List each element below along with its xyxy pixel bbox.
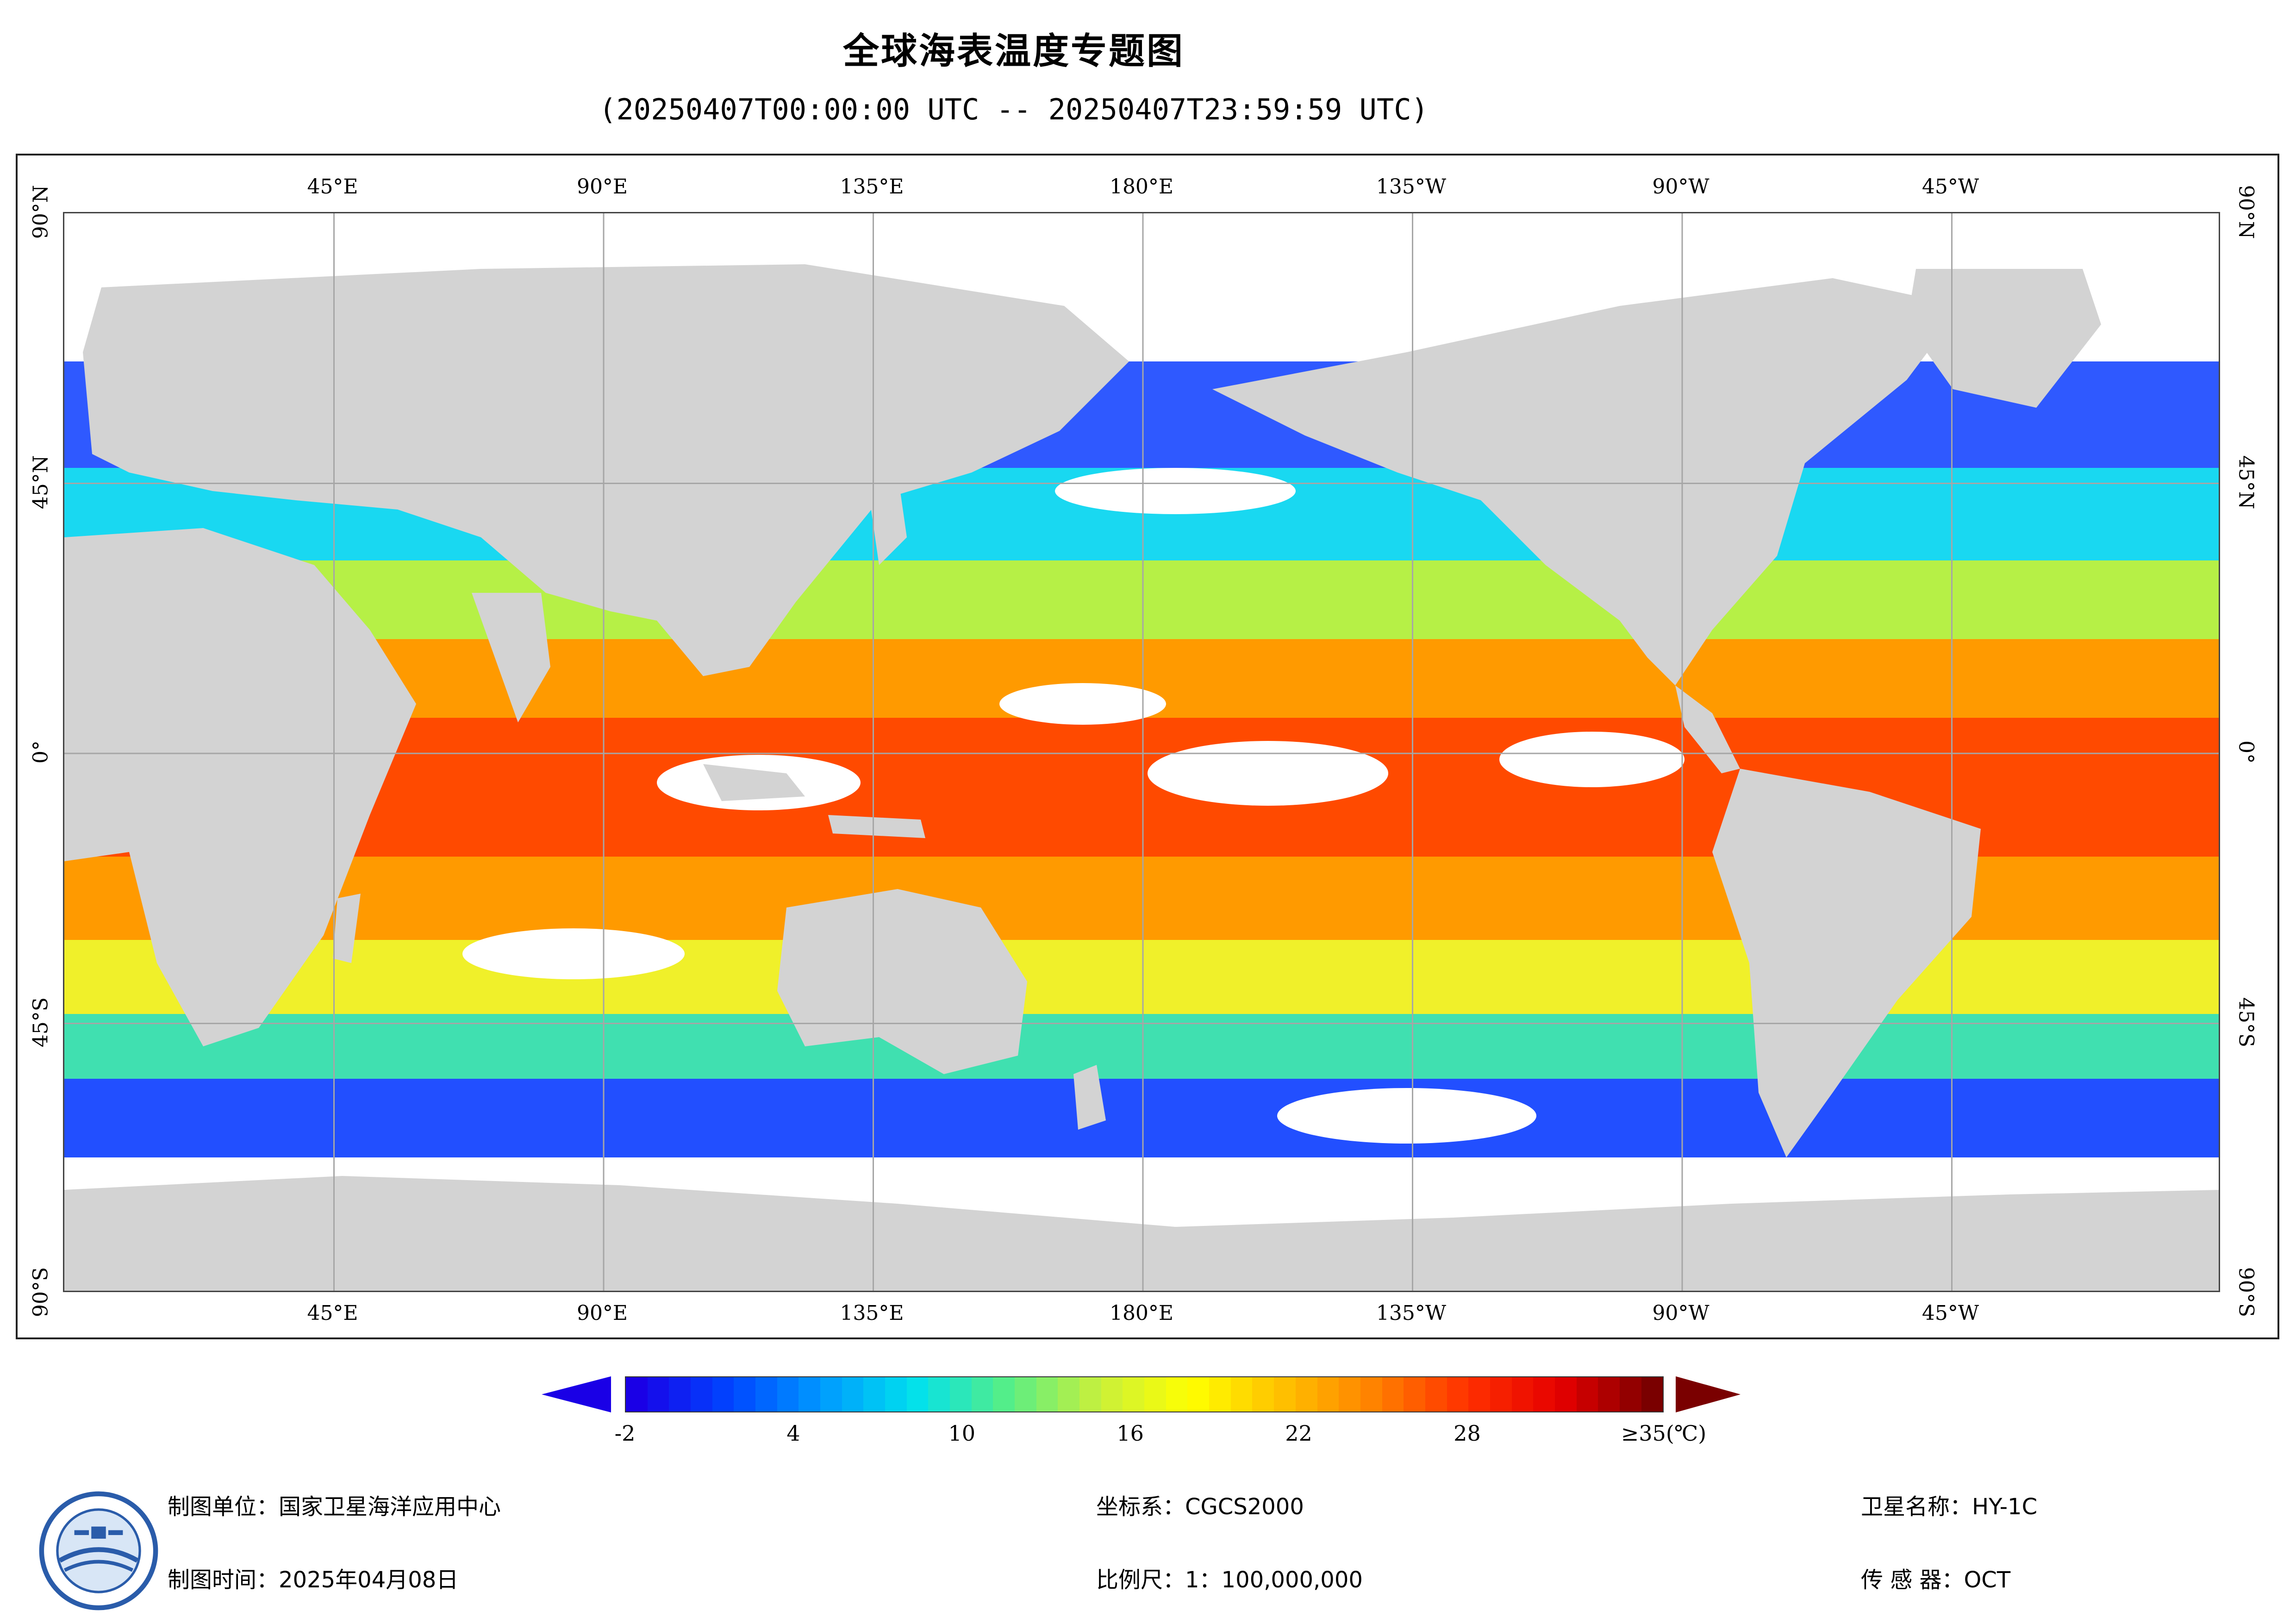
colorbar-cell (1404, 1377, 1425, 1412)
map-area[interactable] (63, 212, 2220, 1292)
colorbar-cell (928, 1377, 950, 1412)
colorbar-cell (647, 1377, 669, 1412)
colorbar-cell (1274, 1377, 1296, 1412)
colorbar-cell (755, 1377, 777, 1412)
colorbar-cell (712, 1377, 734, 1412)
colorbar-cell (1554, 1377, 1577, 1412)
graticule (64, 213, 2219, 1291)
longitude-label-bottom: 180°E (1109, 1301, 1174, 1325)
colorbar-high-arrow (1676, 1376, 1741, 1412)
satellite-name: 卫星名称：HY-1C (1861, 1494, 2038, 1520)
colorbar-tick-label: -2 (614, 1421, 636, 1446)
colorbar-cell (1317, 1377, 1339, 1412)
colorbar-cell (691, 1377, 712, 1412)
colorbar-cell (820, 1377, 842, 1412)
longitude-label-bottom: 90°E (576, 1301, 628, 1325)
longitude-label-top: 90°E (576, 175, 628, 199)
longitude-label-bottom: 45°W (1922, 1301, 1979, 1325)
colorbar-cell (993, 1377, 1015, 1412)
colorbar-cell (1425, 1377, 1447, 1412)
colorbar-cell (1641, 1377, 1663, 1412)
sensor-name: 传 感 器：OCT (1861, 1567, 2011, 1593)
colorbar-cell (1360, 1377, 1382, 1412)
colorbar-cell (1252, 1377, 1274, 1412)
longitude-label-top: 135°E (840, 175, 904, 199)
colorbar-cell (626, 1377, 648, 1412)
colorbar-cell (669, 1377, 691, 1412)
colorbar (625, 1376, 1664, 1412)
latitude-label-left: 90°S (29, 1267, 53, 1318)
colorbar-cell (1533, 1377, 1555, 1412)
colorbar-cell (1295, 1377, 1317, 1412)
colorbar-cell (777, 1377, 799, 1412)
colorbar-tick-label: ≥35(℃) (1621, 1421, 1707, 1446)
colorbar-tick-label: 16 (1117, 1421, 1144, 1446)
longitude-label-top: 135°W (1376, 175, 1447, 199)
colorbar-cell (1166, 1377, 1188, 1412)
latitude-label-right: 0° (2234, 740, 2258, 764)
latitude-label-right: 45°S (2234, 997, 2258, 1047)
longitude-label-bottom: 45°E (307, 1301, 358, 1325)
colorbar-tick-label: 22 (1285, 1421, 1312, 1446)
colorbar-cell (1144, 1377, 1166, 1412)
colorbar-cell (1036, 1377, 1058, 1412)
mapping-unit: 制图单位：国家卫星海洋应用中心 (168, 1494, 501, 1520)
colorbar-cell (1101, 1377, 1123, 1412)
longitude-label-bottom: 135°E (840, 1301, 904, 1325)
latitude-label-left: 45°N (29, 455, 53, 509)
colorbar-tick-label: 4 (786, 1421, 800, 1446)
longitude-label-top: 90°W (1652, 175, 1710, 199)
colorbar-cell (1058, 1377, 1080, 1412)
latitude-label-right: 90°N (2234, 185, 2258, 239)
colorbar-tick-label: 28 (1454, 1421, 1481, 1446)
colorbar-cell (734, 1377, 756, 1412)
longitude-label-top: 180°E (1109, 175, 1174, 199)
coordinate-system: 坐标系：CGCS2000 (1096, 1494, 1304, 1520)
colorbar-cell (950, 1377, 972, 1412)
colorbar-cell (1619, 1377, 1641, 1412)
colorbar-cell (971, 1377, 993, 1412)
longitude-label-top: 45°W (1922, 175, 1979, 199)
colorbar-cell (1598, 1377, 1620, 1412)
colorbar-low-arrow (542, 1376, 611, 1412)
colorbar-cell (1209, 1377, 1231, 1412)
land (64, 264, 2219, 1291)
latitude-label-left: 0° (29, 740, 53, 764)
latitude-label-right: 90°S (2234, 1267, 2258, 1318)
colorbar-cell (799, 1377, 821, 1412)
colorbar-cell (863, 1377, 886, 1412)
map-time-range: (20250407T00:00:00 UTC -- 20250407T23:59… (599, 93, 1429, 126)
colorbar-cell (1339, 1377, 1360, 1412)
longitude-label-top: 45°E (307, 175, 358, 199)
colorbar-cell (1123, 1377, 1145, 1412)
colorbar-cell (885, 1377, 907, 1412)
colorbar-cell (1382, 1377, 1404, 1412)
latitude-label-left: 90°N (29, 185, 53, 239)
colorbar-cell (1230, 1377, 1253, 1412)
colorbar-cell (1490, 1377, 1512, 1412)
map-scale: 比例尺：1：100,000,000 (1096, 1567, 1363, 1593)
latitude-label-left: 45°S (29, 997, 53, 1047)
map-title: 全球海表温度专题图 (842, 31, 1185, 72)
colorbar-cell (1079, 1377, 1101, 1412)
latitude-label-right: 45°N (2234, 455, 2258, 509)
colorbar-cell (1468, 1377, 1490, 1412)
colorbar-cell (1015, 1377, 1036, 1412)
colorbar-cell (1576, 1377, 1598, 1412)
nsoas-logo-icon (39, 1491, 158, 1611)
colorbar-cell (1511, 1377, 1534, 1412)
sst-map (64, 213, 2219, 1291)
colorbar-cell (1187, 1377, 1210, 1412)
longitude-label-bottom: 90°W (1652, 1301, 1710, 1325)
longitude-label-bottom: 135°W (1376, 1301, 1447, 1325)
colorbar-tick-label: 10 (948, 1421, 976, 1446)
colorbar-cell (842, 1377, 864, 1412)
colorbar-cell (906, 1377, 929, 1412)
colorbar-cell (1447, 1377, 1469, 1412)
mapping-date: 制图时间：2025年04月08日 (168, 1567, 459, 1593)
